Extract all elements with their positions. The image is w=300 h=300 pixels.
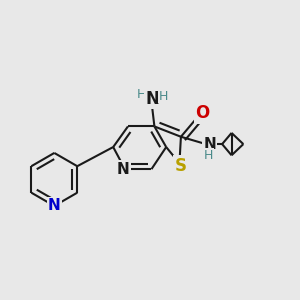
- Text: N: N: [48, 198, 61, 213]
- Text: N: N: [145, 90, 159, 108]
- Text: N: N: [117, 162, 130, 177]
- Text: N: N: [203, 136, 216, 152]
- Text: O: O: [195, 104, 209, 122]
- Text: H: H: [159, 90, 168, 103]
- Text: S: S: [174, 157, 186, 175]
- Text: H: H: [204, 149, 214, 162]
- Text: H: H: [137, 88, 146, 101]
